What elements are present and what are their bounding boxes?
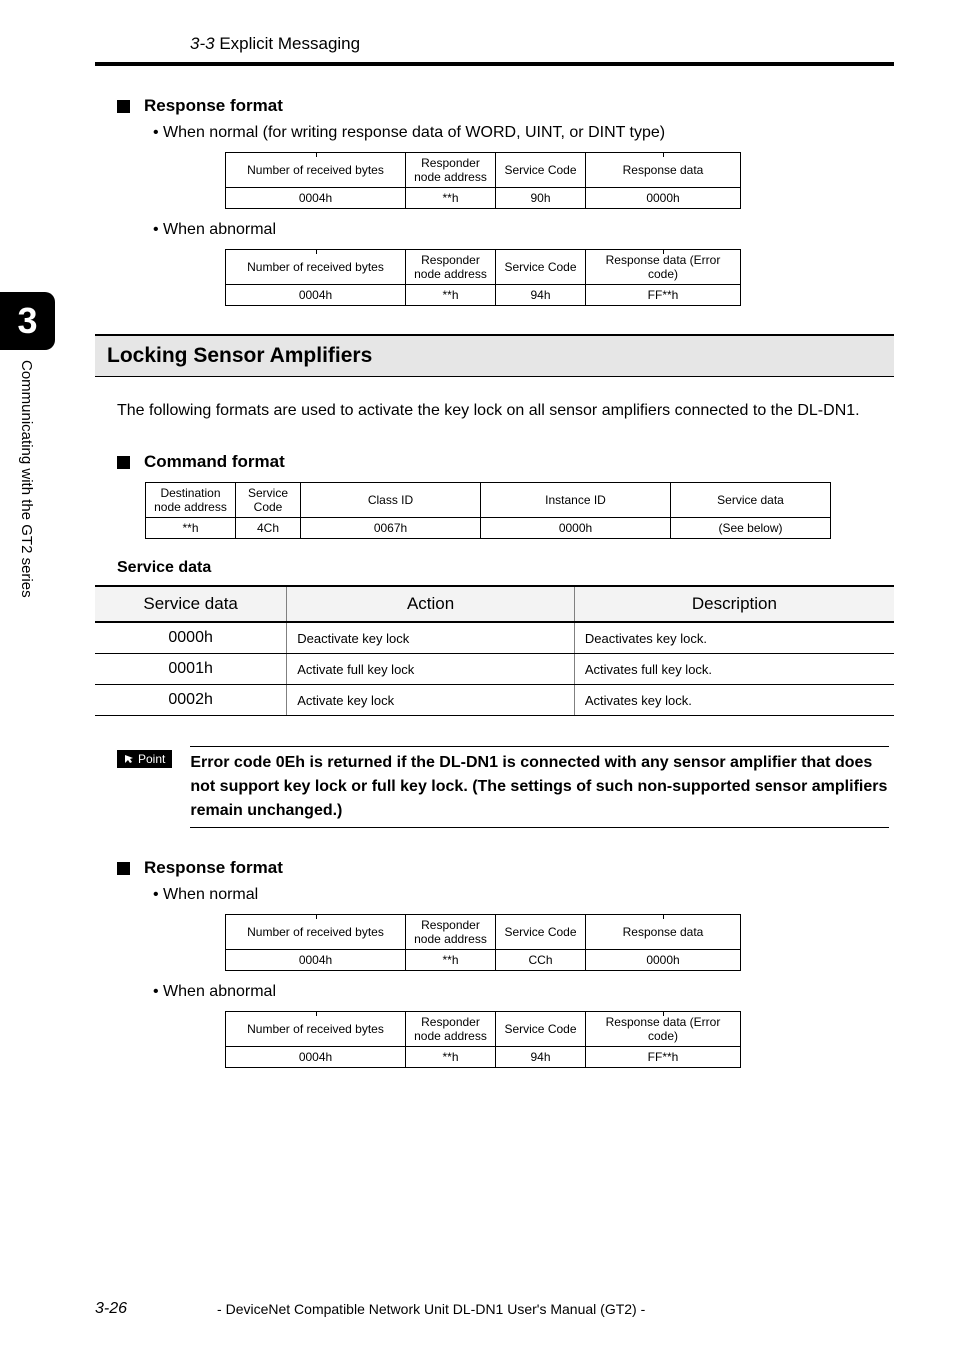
command-table: Destination node address Service Code Cl… — [145, 482, 831, 539]
service-data-table: Service data Action Description 0000h De… — [95, 585, 894, 716]
th-response-data: Response data (Error code) — [586, 1012, 741, 1047]
th-action: Action — [287, 586, 575, 622]
td: CCh — [496, 950, 586, 971]
pointer-icon — [124, 754, 134, 764]
td: Activates key lock. — [574, 685, 894, 716]
th-responder: Responder node address — [406, 915, 496, 950]
point-label: Point — [117, 750, 172, 768]
square-bullet-icon — [117, 862, 130, 875]
td: Deactivate key lock — [287, 622, 575, 654]
th-responder: Responder node address — [406, 1012, 496, 1047]
square-bullet-icon — [117, 456, 130, 469]
footer-text: - DeviceNet Compatible Network Unit DL-D… — [217, 1301, 645, 1317]
command-format-heading: Command format — [117, 452, 894, 472]
th-service-code: Service Code — [496, 915, 586, 950]
th-responder: Responder node address — [406, 250, 496, 285]
td: 94h — [496, 1047, 586, 1068]
td: Deactivates key lock. — [574, 622, 894, 654]
td: 0001h — [95, 654, 287, 685]
td: 0000h — [95, 622, 287, 654]
section-number: 3-3 — [190, 34, 215, 53]
th-received-bytes: Number of received bytes — [226, 153, 406, 188]
bullet-normal-2: When normal — [153, 886, 894, 904]
response-format-heading-2: Response format — [117, 858, 894, 878]
th-instance-id: Instance ID — [481, 483, 671, 518]
th-response-data: Response data — [586, 915, 741, 950]
td: Activates full key lock. — [574, 654, 894, 685]
response-table-normal-1: Number of received bytes Responder node … — [225, 152, 741, 209]
td: 0004h — [226, 188, 406, 209]
td: 4Ch — [236, 518, 301, 539]
th-dest: Destination node address — [146, 483, 236, 518]
td: 0002h — [95, 685, 287, 716]
td: 0004h — [226, 1047, 406, 1068]
bullet-abnormal-2: When abnormal — [153, 983, 894, 1001]
th-received-bytes: Number of received bytes — [226, 250, 406, 285]
td: 0004h — [226, 950, 406, 971]
heading-text: Response format — [144, 96, 283, 116]
th-service-code: Service Code — [496, 1012, 586, 1047]
th-service-data: Service data — [95, 586, 287, 622]
th-description: Description — [574, 586, 894, 622]
td: **h — [406, 950, 496, 971]
chapter-tab: 3 — [0, 292, 55, 350]
td: **h — [146, 518, 236, 539]
th-received-bytes: Number of received bytes — [226, 915, 406, 950]
td: FF**h — [586, 1047, 741, 1068]
th-response-data: Response data — [586, 153, 741, 188]
page-footer: 3-26 - DeviceNet Compatible Network Unit… — [95, 1300, 894, 1318]
th-service-code: Service Code — [496, 250, 586, 285]
chapter-number: 3 — [17, 300, 37, 342]
point-callout: Point Error code 0Eh is returned if the … — [117, 746, 889, 828]
td: 0004h — [226, 285, 406, 306]
response-format-heading-1: Response format — [117, 96, 894, 116]
th-service-code: Service Code — [496, 153, 586, 188]
td: 0000h — [586, 188, 741, 209]
heading-text: Response format — [144, 858, 283, 878]
response-table-abnormal-1: Number of received bytes Responder node … — [225, 249, 741, 306]
locking-heading-bar: Locking Sensor Amplifiers — [95, 334, 894, 377]
th-class-id: Class ID — [301, 483, 481, 518]
section-title: Explicit Messaging — [219, 34, 360, 53]
bullet-normal-write: When normal (for writing response data o… — [153, 124, 894, 142]
heading-text: Command format — [144, 452, 285, 472]
td: 94h — [496, 285, 586, 306]
intro-paragraph: The following formats are used to activa… — [117, 399, 889, 422]
td: (See below) — [671, 518, 831, 539]
square-bullet-icon — [117, 100, 130, 113]
bullet-abnormal-1: When abnormal — [153, 221, 894, 239]
td: Activate key lock — [287, 685, 575, 716]
response-table-abnormal-2: Number of received bytes Responder node … — [225, 1011, 741, 1068]
td: 0000h — [586, 950, 741, 971]
point-text: Error code 0Eh is returned if the DL-DN1… — [190, 746, 889, 828]
page-number: 3-26 — [95, 1300, 127, 1318]
th-svc-code: Service Code — [236, 483, 301, 518]
td: Activate full key lock — [287, 654, 575, 685]
td: FF**h — [586, 285, 741, 306]
th-response-data: Response data (Error code) — [586, 250, 741, 285]
td: 0067h — [301, 518, 481, 539]
th-responder: Responder node address — [406, 153, 496, 188]
td: 0000h — [481, 518, 671, 539]
section-header: 3-3 Explicit Messaging — [95, 0, 894, 66]
th-received-bytes: Number of received bytes — [226, 1012, 406, 1047]
service-data-label: Service data — [117, 559, 894, 577]
td: **h — [406, 1047, 496, 1068]
td: 90h — [496, 188, 586, 209]
td: **h — [406, 285, 496, 306]
response-table-normal-2: Number of received bytes Responder node … — [225, 914, 741, 971]
th-service-data: Service data — [671, 483, 831, 518]
side-vertical-text: Communicating with the GT2 series — [18, 360, 35, 598]
td: **h — [406, 188, 496, 209]
